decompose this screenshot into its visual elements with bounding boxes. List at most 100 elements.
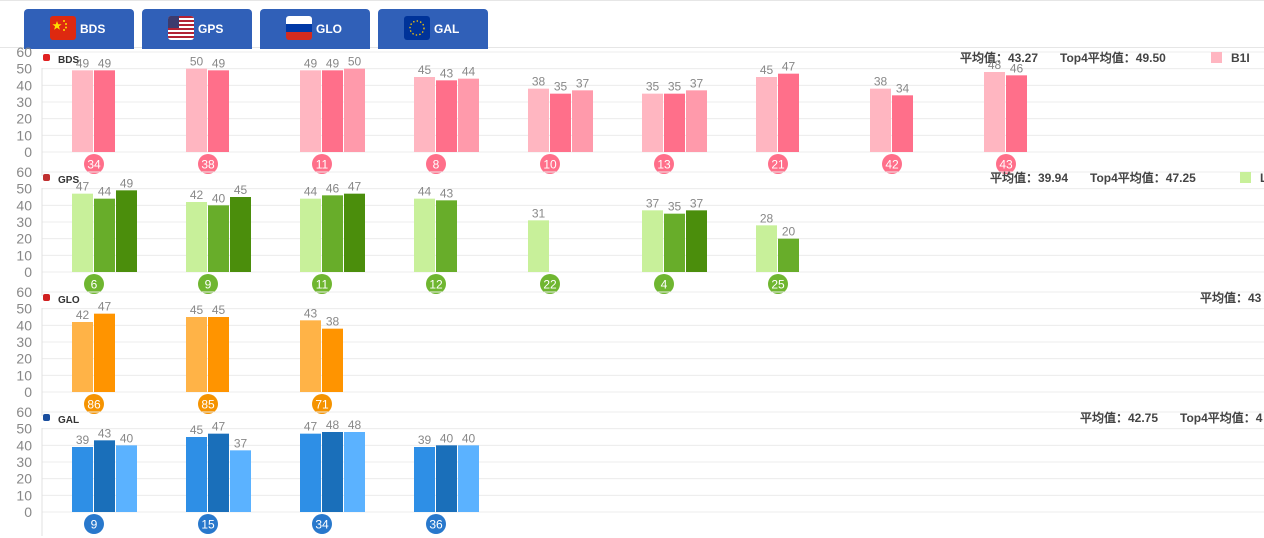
panel-title-3: GAL	[58, 415, 79, 426]
satellite-id-label: 11	[316, 158, 329, 172]
bar-value-label: 40	[440, 431, 454, 445]
satellite-badge	[84, 154, 104, 174]
y-tick-label: 30	[16, 94, 32, 110]
tab-glo-label: GLO	[316, 22, 342, 36]
bar-value-label: 35	[668, 200, 682, 214]
avg-summary-3: 平均值：42.75	[1080, 410, 1158, 425]
bar-value-label: 47	[348, 180, 362, 194]
satellite-badge	[312, 274, 332, 294]
satellite-id-label: 38	[201, 158, 215, 172]
bar-value-label: 39	[76, 433, 90, 447]
y-tick-label: 50	[16, 181, 32, 197]
satellite-badge	[540, 154, 560, 174]
bar	[72, 322, 93, 392]
y-tick-label: 60	[16, 284, 32, 300]
bar-value-label: 45	[418, 63, 432, 77]
bar-value-label: 37	[690, 76, 704, 90]
satellite-badge	[84, 514, 104, 534]
y-tick-label: 0	[24, 144, 32, 160]
china-flag-icon	[50, 16, 76, 40]
bar-value-label: 38	[874, 75, 888, 89]
satellite-badge	[312, 154, 332, 174]
y-tick-label: 60	[16, 404, 32, 420]
bar	[230, 197, 251, 272]
satellite-badge	[654, 274, 674, 294]
bar-value-label: 49	[212, 56, 226, 70]
bar	[436, 445, 457, 512]
y-tick-label: 0	[24, 384, 32, 400]
bar	[686, 210, 707, 272]
y-tick-label: 20	[16, 351, 32, 367]
y-tick-label: 10	[16, 487, 32, 503]
bar	[300, 320, 321, 392]
bar	[94, 440, 115, 512]
satellite-id-label: 43	[999, 158, 1013, 172]
bar-value-label: 31	[532, 206, 546, 220]
tab-bds[interactable]: BDS	[24, 9, 134, 49]
bar-value-label: 34	[896, 81, 910, 95]
bar-value-label: 45	[190, 303, 204, 317]
bar-value-label: 47	[212, 420, 226, 434]
bar	[72, 447, 93, 512]
satellite-badge	[312, 394, 332, 414]
satellite-id-label: 12	[429, 278, 443, 292]
y-tick-label: 20	[16, 471, 32, 487]
bar	[322, 70, 343, 152]
bar	[686, 90, 707, 152]
bar	[322, 328, 343, 392]
y-tick-label: 0	[24, 264, 32, 280]
satellite-badge	[654, 154, 674, 174]
tab-gps[interactable]: GPS	[142, 9, 252, 49]
bar-value-label: 43	[304, 306, 318, 320]
y-tick-label: 30	[16, 334, 32, 350]
bar-value-label: 39	[418, 433, 432, 447]
satellite-id-label: 85	[201, 398, 215, 412]
satellite-id-label: 6	[91, 278, 98, 292]
satellite-id-label: 9	[91, 518, 98, 532]
bar	[756, 77, 777, 152]
usa-flag-icon	[168, 16, 194, 40]
y-tick-label: 40	[16, 437, 32, 453]
satellite-id-label: 11	[316, 278, 329, 292]
bar-value-label: 45	[190, 423, 204, 437]
satellite-badge	[768, 154, 788, 174]
bar-value-label: 47	[304, 420, 318, 434]
avg-summary-2: 平均值：43	[1200, 290, 1262, 305]
y-tick-label: 30	[16, 214, 32, 230]
tab-gal[interactable]: GAL	[378, 9, 488, 49]
bar-value-label: 37	[646, 196, 660, 210]
satellite-id-label: 34	[315, 518, 329, 532]
bar	[642, 210, 663, 272]
bar	[72, 70, 93, 152]
bar	[664, 93, 685, 152]
satellite-badge	[426, 514, 446, 534]
bar	[344, 432, 365, 512]
bar	[756, 225, 777, 272]
system-tab-bar: BDS GPS GLO GAL	[0, 0, 1264, 49]
satellite-badge	[426, 274, 446, 294]
bar	[94, 198, 115, 272]
panel-title-2: GLO	[58, 295, 80, 306]
bar	[984, 72, 1005, 152]
satellite-id-label: 86	[87, 398, 101, 412]
satellite-id-label: 9	[205, 278, 212, 292]
y-tick-label: 10	[16, 127, 32, 143]
panel-title-1: GPS	[58, 175, 79, 186]
y-tick-label: 50	[16, 421, 32, 437]
bar-value-label: 49	[76, 56, 90, 70]
bar-value-label: 43	[440, 66, 454, 80]
panel-title-0: BDS	[58, 55, 79, 66]
tab-glo[interactable]: GLO	[260, 9, 370, 49]
satellite-id-label: 25	[771, 278, 785, 292]
top4-summary-0: Top4平均值：49.50	[1060, 50, 1166, 65]
y-tick-label: 0	[24, 504, 32, 520]
bar	[208, 205, 229, 272]
tab-bds-label: BDS	[80, 22, 106, 36]
bar	[458, 445, 479, 512]
bar	[414, 198, 435, 272]
legend-label-0: B1I	[1231, 51, 1250, 65]
satellite-id-label: 10	[543, 158, 557, 172]
bar-value-label: 40	[212, 191, 226, 205]
satellite-badge	[198, 154, 218, 174]
bar	[72, 193, 93, 272]
